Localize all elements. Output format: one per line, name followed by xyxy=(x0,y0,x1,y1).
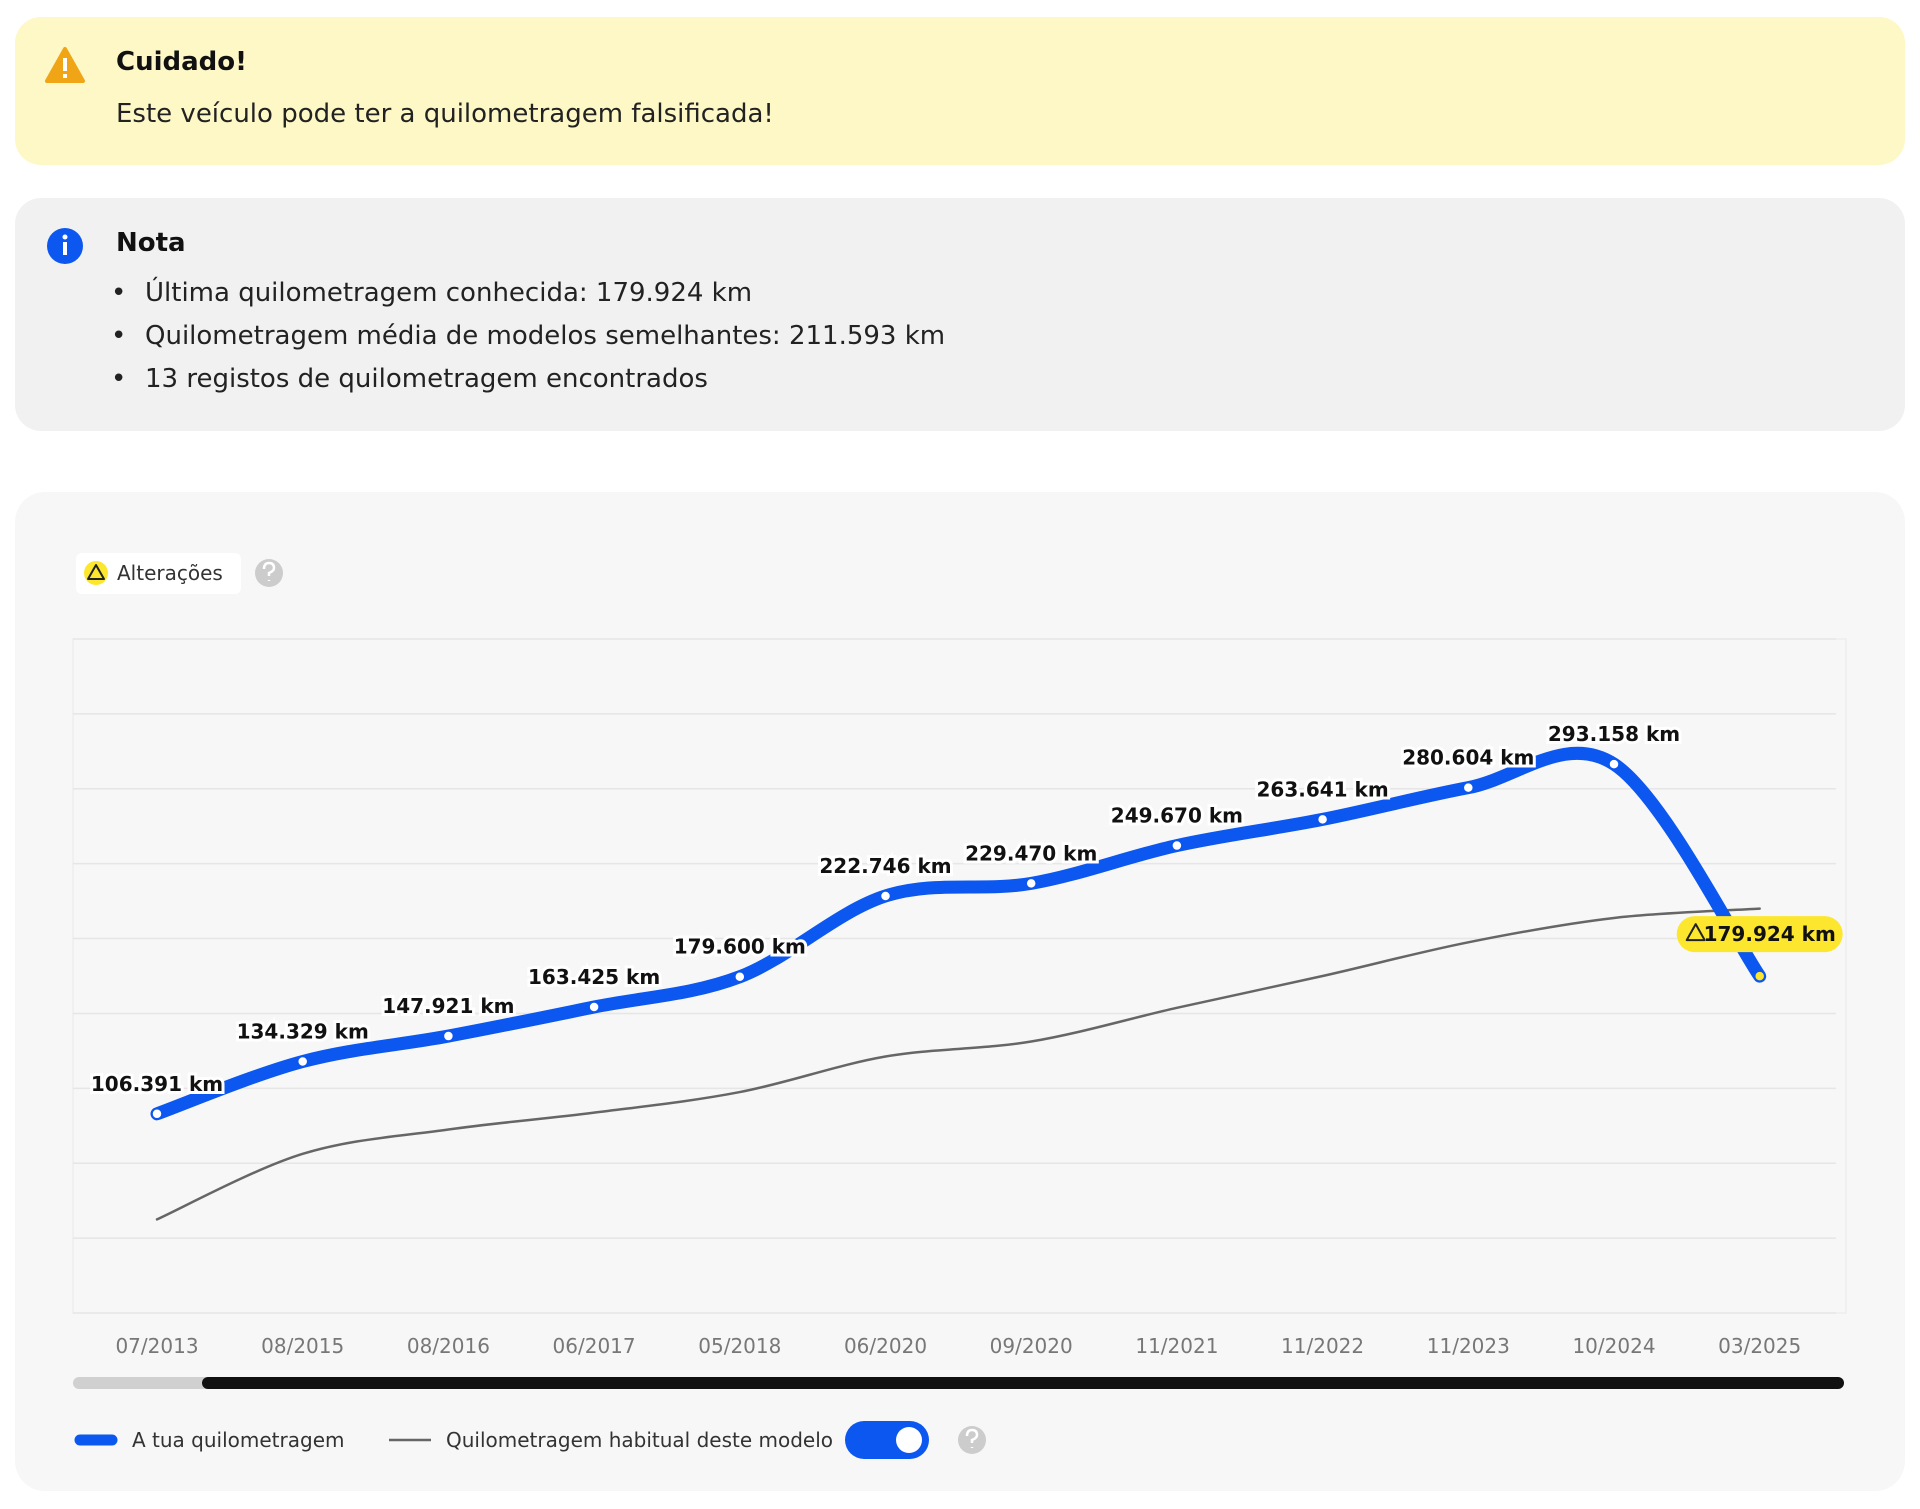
data-point xyxy=(296,1055,309,1068)
help-glyph xyxy=(965,1428,979,1448)
badge xyxy=(76,553,241,594)
note-item-text: Última quilometragem conhecida: 179.924 … xyxy=(145,278,753,308)
x-tick-label: 10/2024 xyxy=(1572,1334,1655,1358)
note-box: Nota • Última quilometragem conhecida: 17… xyxy=(15,198,1905,431)
x-tick-label: 11/2023 xyxy=(1427,1334,1510,1358)
x-tick-label: 07/2013 xyxy=(115,1334,198,1358)
chart-card xyxy=(15,492,1905,1491)
value-label: 249.670 km xyxy=(1111,804,1243,828)
data-point xyxy=(1462,781,1475,794)
alert-message: Este veículo pode ter a quilometragem fa… xyxy=(116,99,774,129)
x-tick-label: 06/2017 xyxy=(553,1334,636,1358)
bullet: • xyxy=(111,278,127,308)
data-point xyxy=(879,890,892,902)
value-label: 106.391 km xyxy=(91,1072,223,1096)
data-point xyxy=(1316,813,1329,826)
data-point xyxy=(1608,758,1620,770)
help-glyph xyxy=(262,561,276,581)
x-tick-label: 05/2018 xyxy=(698,1334,781,1358)
value-label: 179.600 km xyxy=(674,935,806,959)
value-label: 222.746 km xyxy=(819,854,951,878)
plot-area xyxy=(72,638,1847,1314)
value-label: 293.158 km xyxy=(1548,722,1680,746)
info-icon xyxy=(47,228,83,264)
value-label: 163.425 km xyxy=(528,965,660,989)
help-icon[interactable] xyxy=(958,1426,986,1454)
series-line xyxy=(155,907,1761,1221)
x-tick-label: 09/2020 xyxy=(990,1334,1073,1358)
x-tick-label: 08/2016 xyxy=(407,1334,490,1358)
bullet: • xyxy=(111,321,127,351)
x-tick-label: 06/2020 xyxy=(844,1334,927,1358)
data-point xyxy=(151,1108,163,1120)
data-point xyxy=(1171,839,1183,852)
value-label: 229.470 km xyxy=(965,841,1097,865)
x-tick-label: 11/2021 xyxy=(1135,1334,1218,1358)
toggle-knob xyxy=(896,1427,922,1453)
value-label: 263.641 km xyxy=(1256,777,1388,801)
value-label-bg xyxy=(1676,916,1843,953)
series-line xyxy=(150,746,1767,1121)
value-label: 179.924 km xyxy=(1704,922,1836,946)
warning-alert: Cuidado! Este veículo pode ter a quilome… xyxy=(15,17,1905,165)
alert-title: Cuidado! xyxy=(116,47,247,77)
data-point xyxy=(442,1030,455,1042)
value-label: 147.921 km xyxy=(382,994,514,1018)
badge-icon-bg xyxy=(84,561,108,585)
note-item-text: 13 registos de quilometragem encontrados xyxy=(145,364,708,394)
legend-label: A tua quilometragem xyxy=(132,1428,344,1452)
data-point xyxy=(588,1001,600,1013)
scrollbar-track[interactable] xyxy=(73,1377,1844,1389)
bullet: • xyxy=(111,364,127,394)
data-point xyxy=(1025,877,1037,890)
x-tick-label: 11/2022 xyxy=(1281,1334,1364,1358)
badge-icon xyxy=(87,564,105,580)
x-tick-label: 03/2025 xyxy=(1718,1334,1801,1358)
badge-label: Alterações xyxy=(117,561,223,585)
data-point xyxy=(1753,970,1766,982)
x-tick-label: 08/2015 xyxy=(261,1334,344,1358)
data-point xyxy=(734,970,746,983)
note-title: Nota xyxy=(116,228,186,258)
help-icon[interactable] xyxy=(255,559,283,587)
warning-icon xyxy=(45,47,85,83)
toggle[interactable] xyxy=(845,1421,929,1459)
value-label: 280.604 km xyxy=(1402,746,1534,770)
legend-label: Quilometragem habitual deste modelo xyxy=(446,1428,833,1452)
warn-icon xyxy=(1685,923,1706,942)
value-label: 134.329 km xyxy=(237,1020,369,1044)
scrollbar-thumb[interactable] xyxy=(202,1377,1844,1389)
note-item-text: Quilometragem média de modelos semelhant… xyxy=(145,321,946,351)
